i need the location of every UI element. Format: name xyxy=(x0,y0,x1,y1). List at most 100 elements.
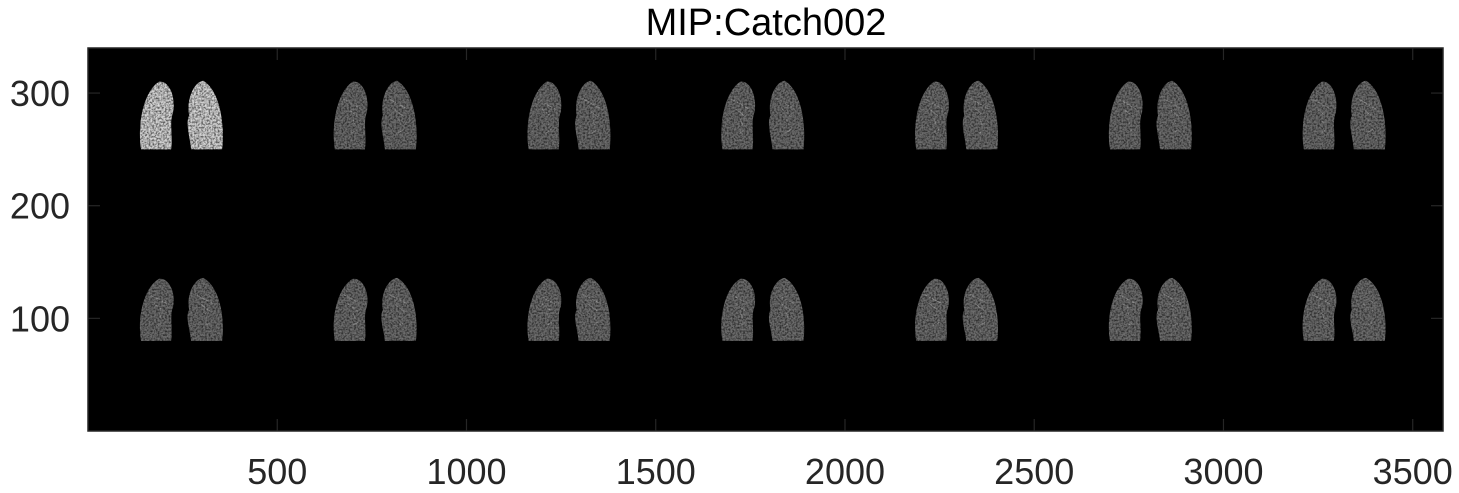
vessel-line xyxy=(979,118,983,126)
vessel-line xyxy=(199,108,211,118)
vessel-line xyxy=(342,98,362,110)
vessel-line xyxy=(591,128,598,134)
vessel-line xyxy=(730,294,749,305)
vessel-line xyxy=(148,97,168,110)
lung-tile-6 xyxy=(1302,80,1386,150)
vessel-line xyxy=(393,303,405,312)
vessel-line xyxy=(1367,312,1371,319)
vessel-line xyxy=(541,303,552,312)
vessel-line xyxy=(970,294,989,305)
vessel-line xyxy=(388,98,408,110)
vessel-line xyxy=(1173,118,1177,126)
y-tick-label: 100 xyxy=(10,298,70,339)
figure-title: MIP:Catch002 xyxy=(646,2,887,44)
vessel-line xyxy=(786,118,789,126)
vessel-line xyxy=(785,128,792,134)
vessel-line xyxy=(776,294,795,305)
vessel-line xyxy=(786,312,789,319)
vessel-line xyxy=(1122,108,1134,118)
x-axis-tick-labels: 500 1000 1500 2000 2500 3000 3500 xyxy=(247,451,1453,492)
vessel-line xyxy=(924,294,943,305)
vessel-line xyxy=(1163,294,1183,305)
vessel-line xyxy=(388,294,408,305)
vessel-line xyxy=(781,108,792,118)
x-tick-label: 2500 xyxy=(994,451,1074,492)
vessel-line xyxy=(1117,98,1137,110)
vessel-line xyxy=(974,108,986,118)
lung-tile-0 xyxy=(139,80,223,150)
vessel-line xyxy=(1163,98,1183,110)
vessel-line xyxy=(157,128,165,134)
vessel-line xyxy=(928,303,940,312)
axes-frame xyxy=(87,47,1444,432)
left-lung-shape xyxy=(187,277,223,341)
lung-tile-9 xyxy=(527,277,611,341)
vessel-line xyxy=(1172,128,1180,134)
right-lung-shape xyxy=(1302,81,1337,150)
vessel-line xyxy=(933,312,937,319)
right-lung-shape xyxy=(721,81,756,150)
vessel-line xyxy=(545,321,552,327)
vessel-line xyxy=(1366,128,1374,134)
vessel-line xyxy=(1117,294,1137,305)
vessel-line xyxy=(153,108,165,118)
lung-tile-10 xyxy=(721,277,805,341)
vessel-line xyxy=(351,128,359,134)
right-lung-shape xyxy=(721,278,756,341)
y-axis-tick-labels: 100 200 300 xyxy=(10,73,70,339)
vessel-line xyxy=(352,118,356,126)
left-lung-shape xyxy=(381,277,417,341)
right-lung-shape xyxy=(915,278,949,341)
vessel-line xyxy=(1357,294,1377,305)
vessel-line xyxy=(739,128,746,134)
vessel-line xyxy=(158,312,162,319)
vessel-line xyxy=(970,98,989,110)
vessel-line xyxy=(785,321,792,327)
vessel-line xyxy=(351,321,359,327)
vessel-line xyxy=(1320,128,1328,134)
x-tick-label: 2000 xyxy=(805,451,885,492)
right-lung-shape xyxy=(1302,278,1337,341)
y-tick-label: 200 xyxy=(10,186,70,227)
right-lung-shape xyxy=(333,278,368,341)
vessel-line xyxy=(541,108,552,118)
vessel-line xyxy=(1320,321,1328,327)
vessel-line xyxy=(536,294,555,305)
vessel-line xyxy=(979,321,986,327)
vessel-line xyxy=(979,312,983,319)
right-lung-shape xyxy=(1108,81,1143,150)
vessel-line xyxy=(739,321,746,327)
vessel-line xyxy=(928,108,940,118)
lung-mip-montage xyxy=(139,80,1386,341)
left-lung-shape xyxy=(381,80,417,150)
right-lung-shape xyxy=(1108,278,1143,341)
vessel-line xyxy=(740,118,743,126)
lung-tile-4 xyxy=(915,80,999,150)
left-lung-shape xyxy=(1350,80,1386,150)
left-lung-shape xyxy=(962,80,999,150)
vessel-line xyxy=(1366,321,1374,327)
lung-tile-5 xyxy=(1108,80,1192,150)
vessel-line xyxy=(1321,118,1325,126)
vessel-line xyxy=(933,128,940,134)
vessel-line xyxy=(352,312,356,319)
right-lung-shape xyxy=(527,278,562,341)
left-lung-shape xyxy=(187,80,223,150)
vessel-line xyxy=(587,108,598,118)
lung-tile-3 xyxy=(721,80,805,150)
vessel-line xyxy=(157,321,165,327)
lung-tile-11 xyxy=(915,277,999,341)
vessel-line xyxy=(347,303,359,312)
vessel-line xyxy=(545,128,552,134)
vessel-line xyxy=(591,321,598,327)
right-lung-shape xyxy=(333,81,368,150)
vessel-line xyxy=(398,118,402,126)
vessel-line xyxy=(393,108,405,118)
vessel-line xyxy=(194,97,214,110)
lung-tile-2 xyxy=(527,80,611,150)
vessel-line xyxy=(1362,108,1374,118)
vessel-line xyxy=(194,294,214,305)
vessel-line xyxy=(933,321,940,327)
vessel-line xyxy=(204,118,208,126)
